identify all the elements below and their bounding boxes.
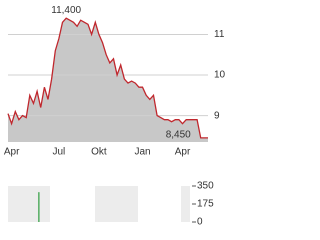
volume-band <box>95 186 138 222</box>
price-area <box>8 18 208 143</box>
y-tick-label: 0 <box>197 217 203 228</box>
volume-band <box>8 186 50 222</box>
annotation: 8,450 <box>166 130 191 141</box>
y-tick-label: 175 <box>197 199 214 210</box>
annotation: 11,400 <box>51 5 81 16</box>
y-tick-label: 350 <box>197 181 214 192</box>
stock-widget: 9 10 11 Apr Jul Okt Jan Apr 11,400 8,450 0 175 350 <box>4 5 226 228</box>
volume-band <box>181 186 190 222</box>
price-line <box>7 17 208 139</box>
x-tick-label: Apr <box>175 147 191 158</box>
y-tick-label: 9 <box>214 110 220 121</box>
y-tick-label: 10 <box>214 70 226 81</box>
x-tick-label: Apr <box>4 147 20 158</box>
x-tick-label: Jul <box>53 147 66 158</box>
x-tick-label: Okt <box>91 147 107 158</box>
x-tick-label: Jan <box>134 147 150 158</box>
volume-bar <box>38 192 40 222</box>
y-tick-label: 11 <box>214 29 225 40</box>
